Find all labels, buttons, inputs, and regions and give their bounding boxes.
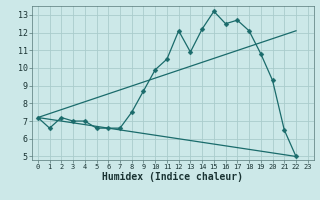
X-axis label: Humidex (Indice chaleur): Humidex (Indice chaleur) <box>102 172 243 182</box>
